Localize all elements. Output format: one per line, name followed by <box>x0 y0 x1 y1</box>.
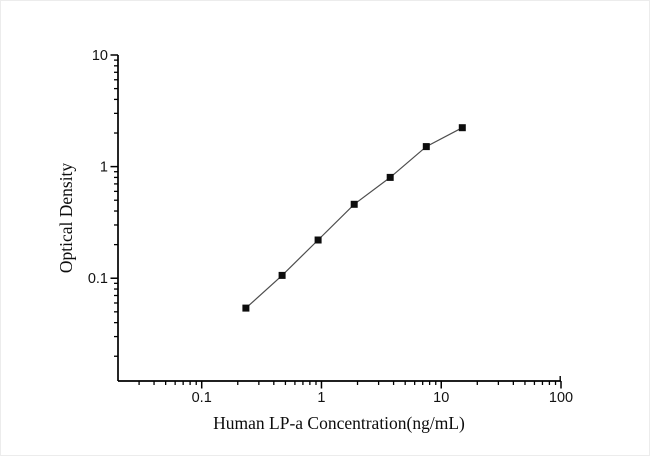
x-tick-label: 0.1 <box>192 390 212 406</box>
x-tick-label: 10 <box>433 390 449 406</box>
y-tick-label: 0.1 <box>88 271 108 287</box>
data-point-marker <box>458 124 466 132</box>
data-point-marker <box>242 304 250 312</box>
plot-area: 0.1 1 10 100 0.1 1 10 <box>88 48 573 406</box>
data-point-marker <box>278 271 286 279</box>
curve-line <box>245 127 463 309</box>
y-tick-label: 1 <box>100 160 108 176</box>
y-tick-label: 10 <box>92 48 108 64</box>
data-point-marker <box>422 143 430 151</box>
data-point-marker <box>314 236 322 244</box>
data-point-marker <box>386 173 394 181</box>
x-tick-label: 100 <box>549 390 573 406</box>
x-tick-label: 1 <box>317 390 325 406</box>
data-point-marker <box>350 200 358 208</box>
x-axis-title: Human LP-a Concentration(ng/mL) <box>213 413 465 433</box>
y-axis-title: Optical Density <box>56 163 76 274</box>
